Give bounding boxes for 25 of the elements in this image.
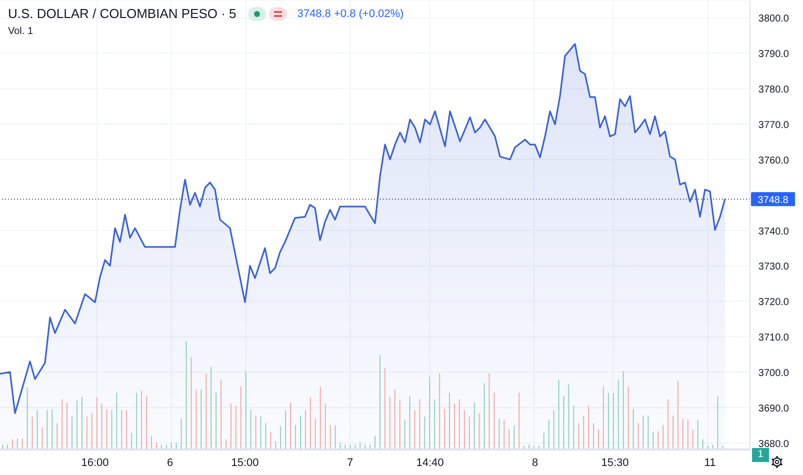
y-tick-label: 3770.0 <box>758 120 790 132</box>
x-tick-label: 11 <box>704 456 716 469</box>
x-tick-label: 7 <box>346 456 354 469</box>
y-tick-label: 3760.0 <box>758 155 790 166</box>
y-tick-label: 3790.0 <box>758 49 790 60</box>
x-tick-label: 8 <box>532 456 538 469</box>
x-tick-label: 15:30 <box>601 456 629 469</box>
x-tick-label: 6 <box>166 456 174 469</box>
y-tick-label: 3700.0 <box>758 368 790 380</box>
x-tick-label: 16:00 <box>81 456 109 469</box>
y-tick-label: 3730.0 <box>758 262 790 273</box>
annotation: Vol. 1 <box>8 26 34 37</box>
ref-line-label: 3748.8 <box>758 195 789 206</box>
y-tick-label: 3780.0 <box>758 84 790 96</box>
x-tick-label: 14:40 <box>416 456 444 469</box>
y-tick-label: 3740.0 <box>758 226 790 238</box>
text: U.S. DOLLAR / COLOMBIAN PESO · 5 <box>8 6 236 21</box>
text: 1 <box>752 448 769 462</box>
y-tick-label: 3690.0 <box>758 403 790 414</box>
y-tick-label: 3710.0 <box>758 332 790 344</box>
x-tick-label: 15:00 <box>231 456 259 469</box>
annotation: 3748.8 +0.8 (+0.02%) <box>297 8 404 20</box>
y-tick-label: 3720.0 <box>758 297 790 308</box>
y-tick-label: 3800.0 <box>758 14 790 25</box>
y-tick-label: 3680.0 <box>758 438 790 450</box>
